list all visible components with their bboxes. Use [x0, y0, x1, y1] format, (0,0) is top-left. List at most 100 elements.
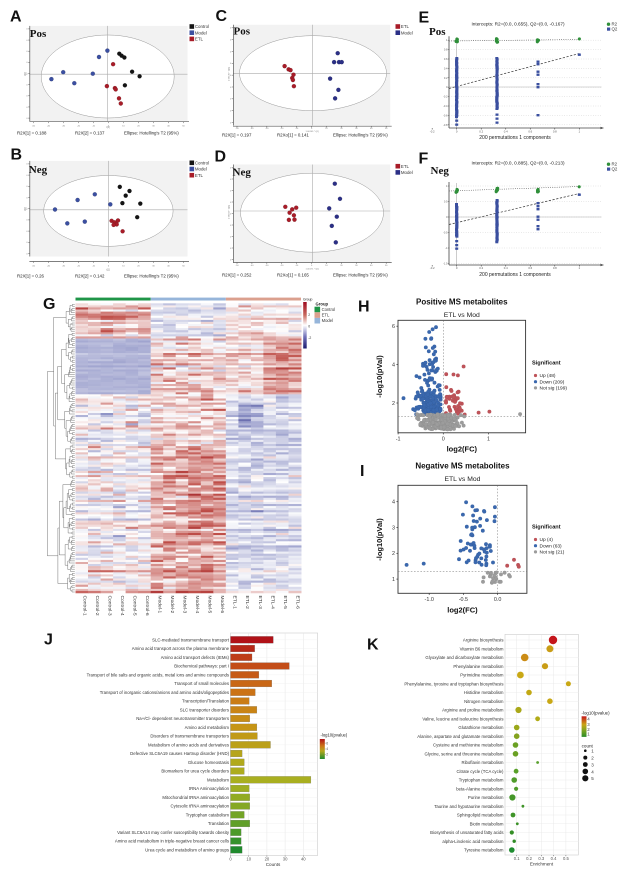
svg-text:1.00145 * t[1]: 1.00145 * t[1] — [305, 130, 318, 133]
svg-text:1: 1 — [587, 731, 590, 736]
svg-text:Translation: Translation — [208, 821, 230, 826]
svg-text:-10: -10 — [92, 125, 96, 127]
svg-text:20: 20 — [137, 125, 140, 127]
svg-text:0: 0 — [26, 118, 28, 120]
svg-text:0: 0 — [26, 73, 28, 75]
svg-text:Model-1: Model-1 — [157, 596, 163, 614]
svg-text:tRNA Aminoacylation: tRNA Aminoacylation — [189, 786, 230, 791]
svg-text:-1.5: -1.5 — [443, 262, 448, 266]
svg-text:Ellipse: Hotelling's T2 (95%): Ellipse: Hotelling's T2 (95%) — [124, 274, 179, 279]
svg-text:Not sig (199): Not sig (199) — [540, 386, 568, 392]
svg-text:0: 0 — [230, 87, 232, 89]
svg-text:0: 0 — [308, 324, 310, 328]
svg-text:-50: -50 — [235, 265, 239, 267]
svg-text:0.8: 0.8 — [444, 48, 448, 52]
svg-text:t[1]: t[1] — [106, 126, 110, 129]
svg-text:-0.5: -0.5 — [459, 597, 468, 603]
svg-text:Pos: Pos — [234, 26, 251, 38]
svg-text:Control-3: Control-3 — [106, 596, 112, 616]
svg-text:Group: Group — [303, 297, 313, 301]
svg-text:0: 0 — [26, 107, 28, 109]
svg-text:Control-4: Control-4 — [119, 596, 125, 616]
svg-text:4: 4 — [587, 717, 590, 722]
svg-text:Glucose homeostasis: Glucose homeostasis — [188, 760, 229, 765]
svg-text:40: 40 — [370, 128, 373, 130]
svg-text:R2X[1] = 0.26: R2X[1] = 0.26 — [17, 274, 45, 279]
svg-text:0: 0 — [229, 856, 232, 861]
svg-text:Pos: Pos — [30, 28, 47, 40]
svg-text:10: 10 — [122, 125, 125, 127]
svg-text:D: D — [215, 149, 227, 166]
svg-text:Purine metabolism: Purine metabolism — [468, 795, 504, 800]
svg-text:ETL: ETL — [195, 37, 204, 42]
svg-text:0: 0 — [26, 209, 28, 211]
svg-text:Vitamin B6 metabolism: Vitamin B6 metabolism — [460, 646, 504, 651]
svg-text:0: 0 — [230, 236, 232, 238]
svg-text:2: 2 — [587, 727, 590, 732]
svg-text:0: 0 — [26, 175, 28, 177]
svg-text:10: 10 — [246, 856, 251, 861]
svg-text:0.5: 0.5 — [444, 200, 448, 204]
svg-text:-40: -40 — [250, 128, 254, 130]
svg-text:-20: -20 — [280, 265, 284, 267]
svg-text:Citrate cycle (TCA cycle): Citrate cycle (TCA cycle) — [456, 769, 504, 774]
svg-text:ETL: ETL — [401, 24, 410, 29]
svg-text:Urea cycle and metabolism of a: Urea cycle and metabolism of amino group… — [145, 847, 229, 852]
svg-text:beta-Alanine metabolism: beta-Alanine metabolism — [456, 786, 504, 791]
svg-text:Q2: Q2 — [612, 26, 618, 31]
svg-text:0: 0 — [230, 51, 232, 53]
svg-text:0.4: 0.4 — [504, 266, 508, 270]
svg-text:-log10(pVal): -log10(pVal) — [375, 355, 384, 398]
svg-text:1: 1 — [446, 38, 448, 42]
svg-text:log2(FC): log2(FC) — [447, 445, 478, 454]
svg-text:0.1: 0.1 — [514, 856, 520, 861]
svg-text:0: 0 — [26, 51, 28, 53]
svg-text:0: 0 — [230, 248, 232, 250]
svg-text:-log10(pvalue): -log10(pvalue) — [321, 733, 348, 738]
svg-text:1: 1 — [487, 437, 490, 443]
svg-text:R2X[2] = 0.137: R2X[2] = 0.137 — [75, 131, 105, 136]
svg-text:0: 0 — [230, 213, 232, 215]
svg-text:0: 0 — [26, 220, 28, 222]
svg-text:Model-5: Model-5 — [207, 596, 213, 614]
svg-text:Biotin metabolism: Biotin metabolism — [470, 821, 504, 826]
svg-text:Positive MS metabolites: Positive MS metabolites — [416, 298, 508, 307]
svg-text:1: 1 — [579, 266, 581, 270]
svg-text:Phenylalanine, tyrosine and tr: Phenylalanine, tyrosine and tryptophan b… — [404, 681, 503, 686]
svg-text:E: E — [419, 10, 430, 27]
svg-text:-0.5: -0.5 — [443, 231, 448, 235]
svg-text:6: 6 — [326, 741, 328, 745]
svg-text:I: I — [360, 463, 364, 480]
svg-text:-30: -30 — [62, 266, 66, 268]
svg-text:Not sig (21): Not sig (21) — [540, 550, 565, 556]
svg-text:0.0: 0.0 — [494, 597, 502, 603]
svg-text:K: K — [367, 637, 379, 654]
svg-text:50: 50 — [385, 128, 388, 130]
svg-text:-1: -1 — [396, 437, 401, 443]
svg-text:Amino acid metabolism in tripl: Amino acid metabolism in triple-negative… — [115, 839, 229, 844]
svg-text:Biosynthesis of unsaturated fa: Biosynthesis of unsaturated fatty acids — [430, 830, 503, 835]
svg-text:Model-6: Model-6 — [219, 596, 225, 614]
svg-text:R2X[2] = 0.142: R2X[2] = 0.142 — [75, 274, 105, 279]
svg-text:0: 0 — [108, 125, 110, 127]
svg-text:2: 2 — [308, 313, 310, 317]
svg-text:Control-1: Control-1 — [81, 596, 87, 616]
svg-text:Arginine biosynthesis: Arginine biosynthesis — [463, 638, 504, 643]
svg-text:0.6: 0.6 — [528, 130, 532, 134]
svg-text:R2: R2 — [612, 162, 618, 167]
svg-text:30: 30 — [152, 266, 155, 268]
svg-text:40: 40 — [167, 125, 170, 127]
svg-text:0: 0 — [230, 225, 232, 227]
svg-text:0: 0 — [230, 99, 232, 101]
svg-text:SLC-mediated transmembrane tra: SLC-mediated transmembrane transport — [152, 637, 230, 642]
svg-text:Intercepts: R2=(0.0, 0.885), Q: Intercepts: R2=(0.0, 0.885), Q2=(0.0, -0… — [471, 161, 564, 166]
svg-text:3: 3 — [392, 525, 395, 531]
svg-text:-log10(pVal): -log10(pVal) — [375, 518, 384, 561]
svg-text:0: 0 — [26, 186, 28, 188]
svg-text:Pyrimidine metabolism: Pyrimidine metabolism — [460, 673, 504, 678]
svg-text:-10: -10 — [92, 266, 96, 268]
svg-text:Significant: Significant — [532, 361, 561, 367]
svg-text:Glycine, serine and threonine: Glycine, serine and threonine metabolism — [424, 751, 503, 756]
svg-text:Transport of small molecules: Transport of small molecules — [174, 681, 229, 686]
svg-text:2: 2 — [392, 551, 395, 557]
